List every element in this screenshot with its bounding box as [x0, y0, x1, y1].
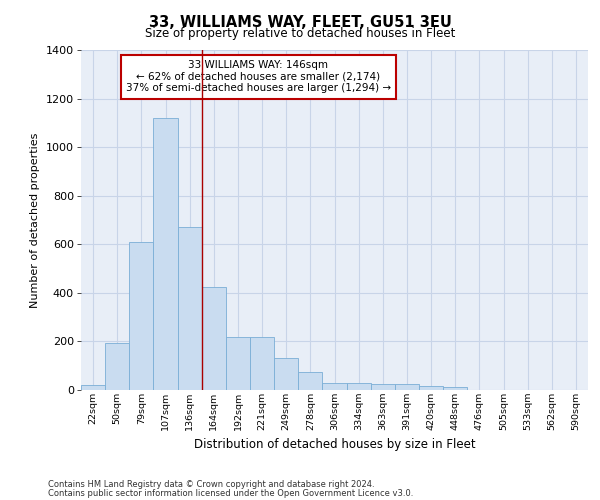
Text: Size of property relative to detached houses in Fleet: Size of property relative to detached ho…	[145, 28, 455, 40]
Bar	[298, 372, 322, 390]
Bar	[395, 384, 419, 390]
Bar	[81, 385, 105, 390]
Text: Contains HM Land Registry data © Crown copyright and database right 2024.: Contains HM Land Registry data © Crown c…	[48, 480, 374, 489]
Text: Contains public sector information licensed under the Open Government Licence v3: Contains public sector information licen…	[48, 488, 413, 498]
Bar	[347, 382, 371, 390]
Bar	[202, 287, 226, 390]
Bar	[443, 387, 467, 390]
Bar	[419, 386, 443, 390]
X-axis label: Distribution of detached houses by size in Fleet: Distribution of detached houses by size …	[194, 438, 475, 451]
Bar	[274, 358, 298, 390]
Bar	[129, 242, 154, 390]
Bar	[226, 336, 250, 390]
Bar	[105, 342, 129, 390]
Text: 33 WILLIAMS WAY: 146sqm
← 62% of detached houses are smaller (2,174)
37% of semi: 33 WILLIAMS WAY: 146sqm ← 62% of detache…	[126, 60, 391, 94]
Bar	[371, 384, 395, 390]
Text: 33, WILLIAMS WAY, FLEET, GU51 3EU: 33, WILLIAMS WAY, FLEET, GU51 3EU	[149, 15, 451, 30]
Bar	[250, 336, 274, 390]
Y-axis label: Number of detached properties: Number of detached properties	[31, 132, 40, 308]
Bar	[322, 382, 347, 390]
Bar	[154, 118, 178, 390]
Bar	[178, 228, 202, 390]
